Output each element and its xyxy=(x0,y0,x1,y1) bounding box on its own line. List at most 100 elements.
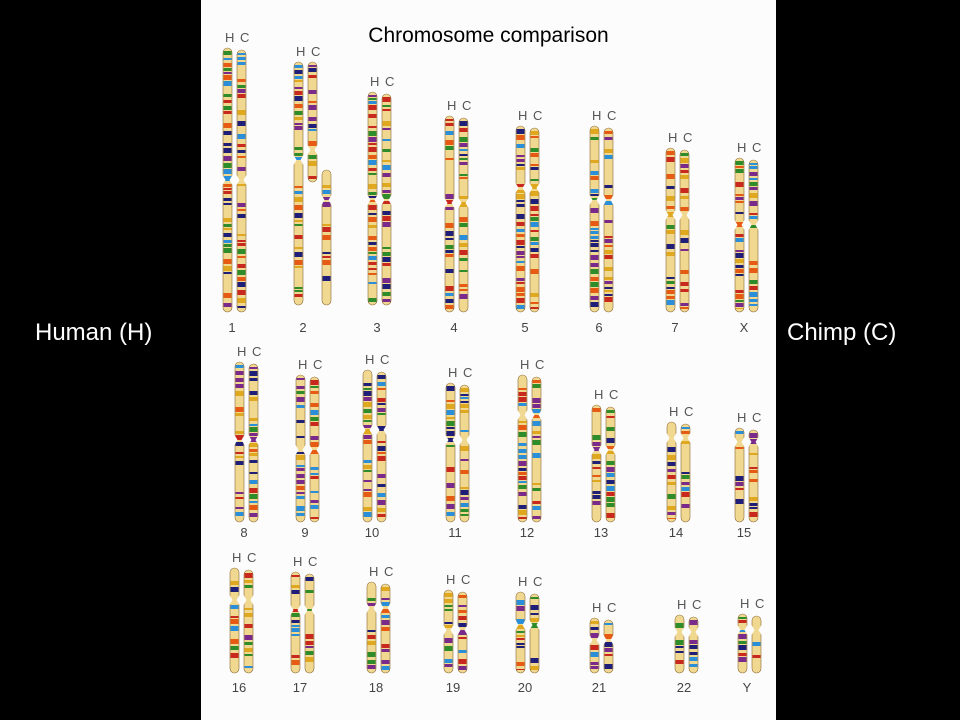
chromosome-pair-6: H C 6 xyxy=(589,108,616,335)
chromosome-pair-16: H C 16 xyxy=(229,550,256,695)
chimp-letter: C xyxy=(692,597,701,612)
chromosome-pair-7: H C 7 xyxy=(665,130,692,335)
human-letter: H xyxy=(740,596,749,611)
chromosome-number: 17 xyxy=(293,680,307,695)
chimp-letter: C xyxy=(607,600,616,615)
human-letter: H xyxy=(669,404,678,419)
human-letter: H xyxy=(594,387,603,402)
chromosome-number: 18 xyxy=(369,680,383,695)
chromosome-pair-13: H C 13 xyxy=(591,387,618,540)
chromosome-number: 9 xyxy=(301,525,308,540)
chromosome-number: 2 xyxy=(299,320,306,335)
chromosome-pair-14: H C 14 xyxy=(666,404,693,540)
chimp-letter: C xyxy=(609,387,618,402)
chimp-letter: C xyxy=(462,98,471,113)
human-label: Human (H) xyxy=(35,319,153,346)
human-letter: H xyxy=(365,352,374,367)
chimp-letter: C xyxy=(533,108,542,123)
chimp-label: Chimp (C) xyxy=(787,319,897,346)
chromosome-number: 15 xyxy=(737,525,751,540)
human-letter: H xyxy=(232,550,241,565)
chromosome-number: 3 xyxy=(373,320,380,335)
human-letter: H xyxy=(518,574,527,589)
human-letter: H xyxy=(369,564,378,579)
human-letter: H xyxy=(237,344,246,359)
chromosome-number: 19 xyxy=(446,680,460,695)
chromosome-pair-11: H C 11 xyxy=(445,365,472,540)
chimp-letter: C xyxy=(755,596,764,611)
human-letter: H xyxy=(293,554,302,569)
chromosome-pair-5: H C 5 xyxy=(515,108,542,335)
human-letter: H xyxy=(677,597,686,612)
chromosome-number: 7 xyxy=(671,320,678,335)
chromosome-number: 8 xyxy=(240,525,247,540)
chromosome-pair-12: H C 12 xyxy=(517,357,544,540)
chromosome-pair-17: H C 17 xyxy=(290,554,317,695)
chromosome-pair-x: H C X xyxy=(734,140,761,335)
chromosome-number: 1 xyxy=(228,320,235,335)
chimp-letter: C xyxy=(461,572,470,587)
human-letter: H xyxy=(592,108,601,123)
chromosome-pair-2: H C 2 xyxy=(293,44,332,335)
chromosome-number: 21 xyxy=(592,680,606,695)
chimp-letter: C xyxy=(683,130,692,145)
chromosome-number: 10 xyxy=(365,525,379,540)
chimp-letter: C xyxy=(535,357,544,372)
chromosome-pair-18: H C 18 xyxy=(366,564,393,695)
chimp-letter: C xyxy=(240,30,249,45)
chromosome-number: Y xyxy=(743,680,752,695)
human-letter: H xyxy=(520,357,529,372)
chimp-letter: C xyxy=(380,352,389,367)
chromosome-number: 11 xyxy=(448,525,462,540)
chimp-letter: C xyxy=(247,550,256,565)
chimp-letter: C xyxy=(463,365,472,380)
chimp-letter: C xyxy=(385,74,394,89)
chimp-letter: C xyxy=(311,44,320,59)
human-letter: H xyxy=(446,572,455,587)
human-letter: H xyxy=(592,600,601,615)
chromosome-pair-3: H C 3 xyxy=(367,74,394,335)
human-letter: H xyxy=(448,365,457,380)
chromosome-number: 13 xyxy=(594,525,608,540)
human-letter: H xyxy=(668,130,677,145)
chromosome-number: 4 xyxy=(450,320,457,335)
human-letter: H xyxy=(447,98,456,113)
chromosome-number: 12 xyxy=(520,525,534,540)
human-letter: H xyxy=(225,30,234,45)
chromosome-number: 6 xyxy=(595,320,602,335)
chimp-letter: C xyxy=(384,564,393,579)
chimp-letter: C xyxy=(752,140,761,155)
chromosome-pair-10: H C 10 xyxy=(362,352,389,540)
chimp-letter: C xyxy=(684,404,693,419)
chromosome-number: 5 xyxy=(521,320,528,335)
chromosome-number: X xyxy=(740,320,749,335)
chromosome-pair-20: H C 20 xyxy=(515,574,542,695)
chromosome-pair-15: H C 15 xyxy=(734,410,761,540)
human-letter: H xyxy=(518,108,527,123)
human-letter: H xyxy=(296,44,305,59)
chimp-letter: C xyxy=(607,108,616,123)
chromosome-pair-4: H C 4 xyxy=(444,98,471,335)
chimp-letter: C xyxy=(752,410,761,425)
human-letter: H xyxy=(370,74,379,89)
human-letter: H xyxy=(298,357,307,372)
chimp-letter: C xyxy=(308,554,317,569)
chromosome-number: 16 xyxy=(232,680,246,695)
human-letter: H xyxy=(737,410,746,425)
diagram-title: Chromosome comparison xyxy=(368,24,609,47)
chromosome-number: 20 xyxy=(518,680,532,695)
chromosome-pair-1: H C 1 xyxy=(222,30,249,335)
chromosome-pair-8: H C 8 xyxy=(234,344,261,540)
chromosome-pair-21: H C 21 xyxy=(589,600,616,695)
chimp-letter: C xyxy=(313,357,322,372)
chromosome-pair-22: H C 22 xyxy=(674,597,701,695)
human-letter: H xyxy=(737,140,746,155)
chromosome-number: 14 xyxy=(669,525,683,540)
chromosome-pair-y: H C Y xyxy=(737,596,764,695)
chromosome-number: 22 xyxy=(677,680,691,695)
chromosome-pair-9: H C 9 xyxy=(295,357,322,540)
chromosome-pair-19: H C 19 xyxy=(443,572,470,695)
chimp-letter: C xyxy=(533,574,542,589)
